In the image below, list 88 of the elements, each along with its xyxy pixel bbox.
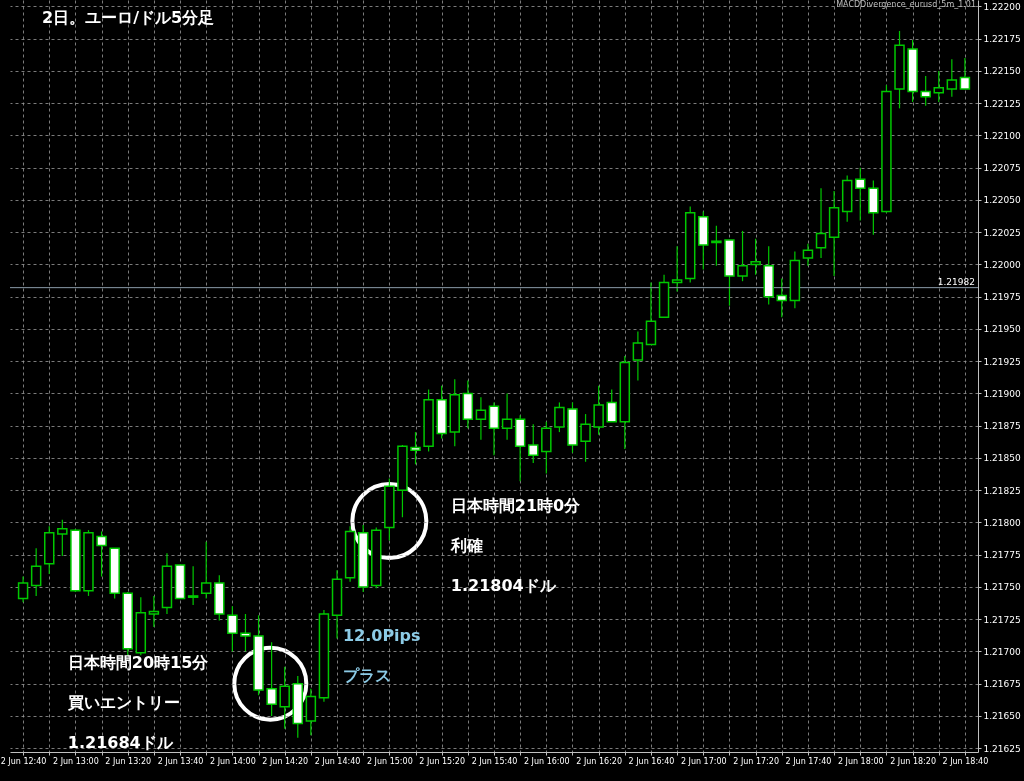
y-tick-label: 1.21750 (983, 582, 1021, 593)
candlestick (475, 396, 487, 441)
x-tick-label: 2 Jun 16:00 (523, 756, 570, 766)
x-tick-label: 2 Jun 15:20 (419, 756, 466, 766)
y-tick-label: 1.21875 (983, 421, 1021, 432)
candlestick (96, 530, 107, 578)
x-tick-label: 2 Jun 16:40 (628, 756, 675, 766)
y-tick-label: 1.22150 (983, 66, 1021, 77)
candlestick (554, 401, 565, 433)
candlestick (266, 641, 277, 717)
y-tick-label: 1.22200 (983, 1, 1021, 12)
x-tick-label: 2 Jun 15:00 (366, 756, 413, 766)
x-tick-label: 2 Jun 15:40 (471, 756, 518, 766)
candlestick (750, 238, 761, 276)
candlestick (527, 423, 539, 464)
annotation: 1.21804ドル (450, 575, 556, 596)
x-tick-label: 2 Jun 13:40 (157, 756, 204, 766)
y-tick-label: 1.21900 (983, 388, 1021, 399)
annotation: 12.0Pips (342, 625, 421, 646)
y-tick-label: 1.21725 (983, 614, 1021, 625)
candlestick (737, 230, 748, 282)
candlestick (815, 187, 827, 259)
candlestick (541, 421, 552, 474)
y-tick-label: 1.21925 (983, 356, 1021, 367)
x-tick-label: 2 Jun 13:20 (105, 756, 152, 766)
y-tick-label: 1.21775 (983, 550, 1021, 561)
y-tick-label: 1.22025 (983, 227, 1021, 238)
candlestick (920, 75, 931, 107)
candlestick (57, 519, 68, 557)
text: 2日。ユーロ/ドル5分足 (42, 8, 215, 28)
candlestick (410, 431, 421, 465)
x-tick-label: 2 Jun 18:20 (890, 756, 936, 766)
annotation: 利確 (450, 535, 483, 556)
y-tick-label: 1.21700 (983, 646, 1021, 657)
candlestick (671, 245, 683, 293)
x-tick-label: 2 Jun 12:40 (0, 756, 47, 766)
x-tick-label: 2 Jun 18:40 (942, 756, 989, 766)
candlestick (802, 243, 814, 267)
candlestick (593, 385, 604, 436)
candlestick (279, 666, 290, 730)
y-tick-label: 1.21950 (983, 324, 1021, 335)
candlestick (17, 575, 29, 603)
ref-line-label: 1.21982 (937, 276, 975, 287)
candlestick (227, 605, 238, 652)
x-tick-label: 2 Jun 13:00 (53, 756, 99, 766)
candlestick (606, 388, 617, 423)
candlestick (855, 167, 866, 222)
candlestick (187, 565, 199, 606)
y-tick-label: 1.22175 (983, 34, 1021, 45)
candlestick (645, 281, 657, 346)
candlestick (488, 401, 500, 456)
x-tick-label: 2 Jun 18:00 (837, 756, 884, 766)
y-tick-label: 1.21650 (983, 711, 1021, 722)
y-tick-label: 1.21975 (983, 292, 1021, 303)
candlestick (501, 392, 513, 441)
x-tick-label: 2 Jun 17:40 (785, 756, 832, 766)
candlestick (580, 413, 591, 463)
candlestick (30, 547, 42, 597)
x-tick-label: 2 Jun 14:00 (210, 756, 256, 766)
y-tick-label: 1.22125 (983, 98, 1021, 109)
y-tick-label: 1.21800 (983, 517, 1021, 528)
candlestick (933, 70, 945, 103)
candlestick (711, 225, 722, 267)
y-tick-label: 1.22075 (983, 163, 1021, 174)
annotation: 日本時間21時0分 (450, 495, 581, 516)
annotation: プラス (342, 665, 391, 686)
y-tick-label: 1.21850 (983, 453, 1021, 464)
annotation: 買いエントリー (67, 692, 180, 713)
x-tick-label: 2 Jun 16:20 (576, 756, 623, 766)
y-tick-label: 1.22000 (983, 259, 1021, 270)
annotation: 日本時間20時15分 (67, 652, 209, 673)
y-tick-label: 1.21825 (983, 485, 1021, 496)
candlestick (148, 595, 160, 628)
annotation: 1.21684ドル (67, 732, 173, 753)
y-tick-label: 1.21675 (983, 679, 1021, 690)
candlestick (959, 57, 971, 90)
y-tick-label: 1.22100 (983, 130, 1021, 141)
candlestick (240, 613, 251, 652)
y-tick-label: 1.21625 (983, 743, 1021, 754)
x-tick-label: 2 Jun 17:00 (680, 756, 727, 766)
y-tick-label: 1.22050 (983, 195, 1021, 206)
annotation: MACDDivergence_eurusd_5m_1.01 (836, 0, 976, 10)
x-tick-label: 2 Jun 14:20 (262, 756, 309, 766)
x-tick-label: 2 Jun 14:40 (314, 756, 361, 766)
x-tick-label: 2 Jun 17:20 (733, 756, 779, 766)
candlestick (200, 541, 212, 600)
candlestick (632, 330, 644, 382)
candlestick (946, 58, 958, 98)
